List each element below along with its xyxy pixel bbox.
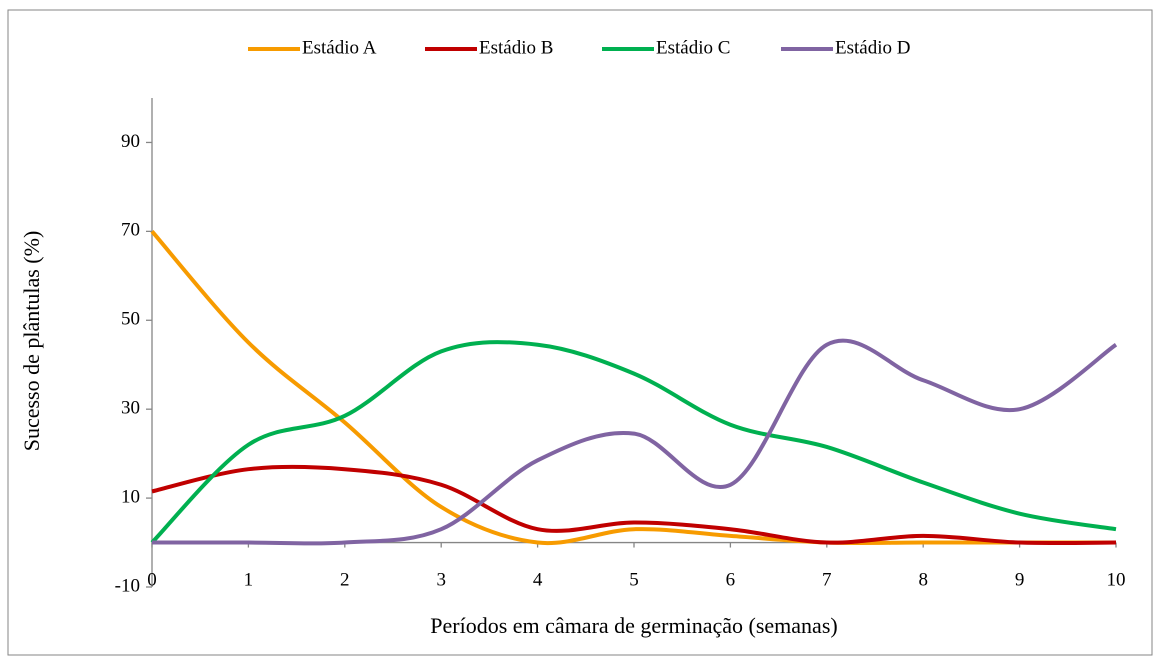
y-tick-label: 30	[121, 398, 140, 419]
series-line	[151, 464, 1117, 546]
legend-label: Estádio B	[479, 37, 553, 58]
legend-label: Estádio D	[835, 37, 910, 58]
x-tick-label: 10	[1107, 569, 1126, 590]
y-axis-title: Sucesso de plântulas (%)	[19, 231, 44, 452]
y-tick-label: 50	[121, 309, 140, 330]
x-tick-label: 4	[533, 569, 543, 590]
series-line	[151, 338, 1118, 546]
x-tick-label: 1	[244, 569, 254, 590]
y-tick-label: 90	[121, 131, 140, 152]
series-line	[150, 230, 1116, 546]
x-tick-label: 0	[147, 569, 157, 590]
x-axis-title: Períodos em câmara de germinação (semana…	[430, 613, 837, 638]
x-tick-label: 8	[918, 569, 928, 590]
x-tick-label: 3	[436, 569, 446, 590]
x-tick-label: 2	[340, 569, 350, 590]
y-tick-label: 10	[121, 486, 140, 507]
series-line	[150, 340, 1117, 544]
x-tick-label: 7	[822, 569, 832, 590]
y-tick-label: -10	[115, 575, 140, 596]
chart-frame	[7, 9, 1153, 656]
legend-label: Estádio C	[656, 37, 730, 58]
x-tick-label: 6	[726, 569, 736, 590]
x-tick-label: 5	[629, 569, 639, 590]
x-tick-label: 9	[1015, 569, 1025, 590]
y-tick-label: 70	[121, 220, 140, 241]
legend-label: Estádio A	[302, 37, 377, 58]
